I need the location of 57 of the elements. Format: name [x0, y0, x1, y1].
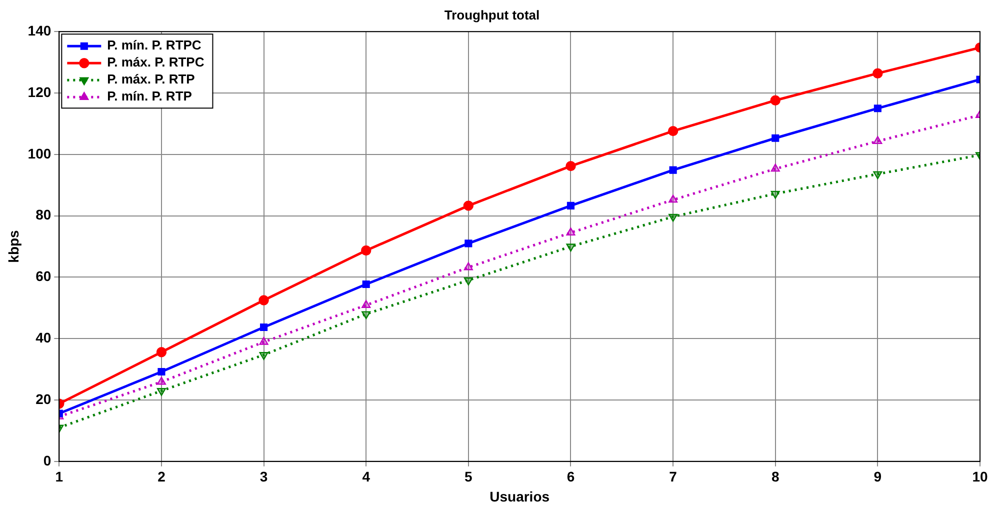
- y-tick-label: 60: [36, 268, 52, 284]
- point: [772, 134, 780, 142]
- x-tick-label: 8: [771, 468, 780, 485]
- point: [362, 311, 371, 320]
- point: [156, 347, 167, 358]
- point: [156, 376, 166, 385]
- y-tick-label: 80: [36, 206, 52, 223]
- point: [259, 352, 268, 360]
- point: [566, 228, 576, 236]
- legend-label: P. mín. P. RTP: [107, 88, 192, 104]
- point: [566, 160, 576, 172]
- x-tick-label: 6: [566, 468, 575, 485]
- x-tick-label: 5: [464, 468, 473, 485]
- x-tick-label: 4: [362, 468, 370, 485]
- point: [668, 126, 678, 136]
- point: [362, 300, 371, 308]
- point: [259, 336, 268, 345]
- x-tick-label: 3: [260, 468, 268, 485]
- point: [566, 202, 575, 210]
- y-tick-label: 140: [28, 22, 52, 38]
- point: [872, 68, 883, 78]
- point: [668, 214, 678, 222]
- point: [873, 136, 882, 144]
- x-tick-label: 9: [874, 468, 882, 485]
- point: [566, 244, 576, 252]
- point: [669, 166, 677, 174]
- legend-label: P. máx. P. RTPC: [107, 54, 205, 70]
- y-tick-label: 0: [43, 452, 52, 468]
- point: [158, 368, 166, 376]
- point: [258, 295, 269, 306]
- x-tick-label: 2: [158, 468, 166, 485]
- point: [362, 280, 370, 288]
- legend-label: P. máx. P. RTP: [107, 72, 196, 87]
- y-tick-label: 100: [28, 145, 52, 162]
- point: [464, 240, 472, 248]
- point: [464, 262, 473, 270]
- point: [770, 95, 780, 106]
- point: [668, 194, 678, 203]
- point: [464, 277, 473, 286]
- point: [463, 200, 474, 211]
- point: [156, 388, 166, 396]
- x-tick-label: 10: [972, 468, 988, 485]
- x-tick-label: 7: [669, 468, 678, 485]
- point: [770, 190, 780, 199]
- y-tick-label: 20: [36, 390, 52, 407]
- legend-label: P. mín. P. RTPC: [107, 38, 202, 53]
- point: [874, 104, 882, 112]
- point: [260, 323, 268, 332]
- y-axis-title: kbps: [5, 230, 22, 263]
- point: [361, 245, 372, 256]
- point: [770, 164, 780, 172]
- x-tick-label: 1: [55, 468, 64, 485]
- point: [873, 171, 882, 180]
- x-axis-title: Usuarios: [490, 488, 550, 504]
- y-tick-label: 40: [36, 329, 52, 346]
- y-tick-label: 120: [28, 84, 52, 100]
- chart-title: Troughput total: [444, 7, 540, 22]
